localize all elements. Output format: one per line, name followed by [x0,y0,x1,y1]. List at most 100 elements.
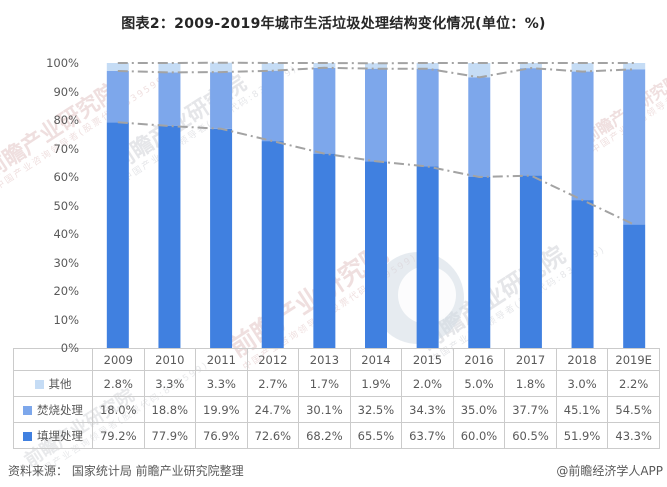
y-axis-label: 100% [46,56,79,70]
value-cell: 32.5% [349,396,403,423]
value-cell: 34.3% [401,396,454,423]
bar-segment-焚烧处理 [416,68,439,167]
value-cell: 24.7% [246,396,300,423]
bar-segment-填埋处理 [571,200,594,348]
value-cell: 60.0% [452,422,506,449]
bar-segment-其他 [571,63,594,72]
bar-segment-焚烧处理 [158,72,181,126]
bar-segment-其他 [416,63,439,69]
bar-segment-焚烧处理 [365,68,387,162]
value-cell: 5.0% [452,370,506,397]
y-axis: 100% 90% 80% 70% 60% 50% 40% 30% 20% 10% 0% [13,56,92,355]
value-cell: 72.6% [246,422,300,449]
y-axis-label: 50% [53,198,79,213]
value-cell: 30.1% [298,396,351,423]
value-cell: 2.0% [401,370,454,397]
bar-segment-焚烧处理 [468,77,491,177]
bar-segment-焚烧处理 [313,67,336,154]
bar-segment-其他 [210,62,233,73]
value-cell: 68.2% [298,422,351,449]
table-row: 焚烧处理 18.0% 18.8% 19.9% 24.7% 30.1% 32.5% 34.3% 3… [13,396,660,423]
year-header: 2010 [143,348,197,371]
y-axis-label: 90% [53,84,79,99]
bar-segment-填埋处理 [519,175,542,348]
bar-segment-填埋处理 [365,161,387,348]
year-header: 2019E [607,348,660,371]
bar-segment-填埋处理 [158,125,181,348]
value-cell: 37.7% [504,396,557,423]
bar-segment-焚烧处理 [210,72,233,129]
value-cell: 1.8% [504,370,557,397]
y-axis-label: 70% [53,141,79,156]
bar-segment-焚烧处理 [519,68,542,176]
data-table: 2009 2010 2011 2012 2013 2014 2015 2016 2017 2018… [13,348,660,449]
value-cell: 3.3% [195,370,248,397]
value-cell: 60.5% [504,422,557,449]
bar-segment-其他 [158,63,181,73]
value-cell: 2.7% [246,370,300,397]
value-cell: 3.3% [143,370,197,397]
year-header: 2018 [555,348,609,371]
plot-area [92,61,660,348]
y-axis-label: 80% [53,113,79,127]
trend-line-其他 [117,61,635,65]
value-cell: 65.5% [349,422,403,449]
bar-segment-填埋处理 [261,141,284,348]
value-cell: 18.8% [143,396,197,423]
bar-segment-填埋处理 [106,122,129,348]
year-header: 2014 [349,348,403,371]
bar-segment-焚烧处理 [106,70,129,123]
y-axis-label: 40% [53,227,79,241]
value-cell: 45.1% [555,396,609,423]
y-axis-label: 30% [53,255,79,270]
year-header: 2009 [92,348,145,371]
bar-segment-其他 [313,63,336,68]
trend-line-填埋处理 [117,121,635,226]
table-row: 填埋处理 79.2% 77.9% 76.9% 72.6% 68.2% 65.5% 63.7% 6… [13,422,660,449]
source-note: 资料来源： 国家统计局 前瞻产业研究院整理 [8,464,244,478]
bar-segment-其他 [519,63,542,69]
legend-swatch [23,431,32,441]
bar-segment-其他 [365,63,387,69]
bar-segment-其他 [261,63,284,71]
year-header: 2013 [298,348,351,371]
stacked-bar-chart: 100% 90% 80% 70% 60% 50% 40% 30% 20% 10% 0% [13,56,660,355]
bar-segment-其他 [106,63,129,71]
trend-line-焚烧处理 [117,66,635,79]
value-cell: 2.2% [607,370,660,397]
bar-segment-焚烧处理 [571,71,594,201]
year-header: 2017 [504,348,557,371]
year-header: 2011 [195,348,248,371]
series-label-cell: 焚烧处理 [13,396,93,423]
chart-title: 图表2：2009-2019年城市生活垃圾处理结构变化情况(单位：%) [121,16,546,32]
bar-segment-其他 [623,63,646,70]
y-axis-label: 60% [53,170,79,184]
bar-segment-其他 [468,63,491,78]
year-header: 2012 [246,348,300,371]
year-header: 2015 [401,348,454,371]
series-label-cell: 填埋处理 [13,422,93,449]
bar-segment-填埋处理 [210,128,233,348]
bar-segment-填埋处理 [468,177,491,348]
value-cell: 43.3% [607,422,660,449]
series-label-cell: 其他 [13,370,93,397]
value-cell: 35.0% [452,396,506,423]
bar-segment-焚烧处理 [261,70,284,142]
y-axis-label: 20% [53,284,79,298]
value-cell: 3.0% [555,370,609,397]
value-cell: 79.2% [92,422,145,449]
plot-svg [106,61,646,348]
table-row: 其他 2.8% 3.3% 3.3% 2.7% 1.7% 1.9% 2.0% 5.0% 1.8% 3.… [13,370,660,397]
value-cell: 2.8% [92,370,145,397]
value-cell: 51.9% [555,422,609,449]
bar-segment-填埋处理 [416,166,439,348]
value-cell: 18.0% [92,396,145,423]
value-cell: 63.7% [401,422,454,449]
value-cell: 77.9% [143,422,197,449]
bar-segment-填埋处理 [623,224,646,348]
footer: 资料来源： 国家统计局 前瞻产业研究院整理 @前瞻经济学人APP [8,462,663,479]
year-header: 2016 [452,348,506,371]
legend-swatch [34,379,44,389]
y-axis-label: 10% [53,312,79,327]
